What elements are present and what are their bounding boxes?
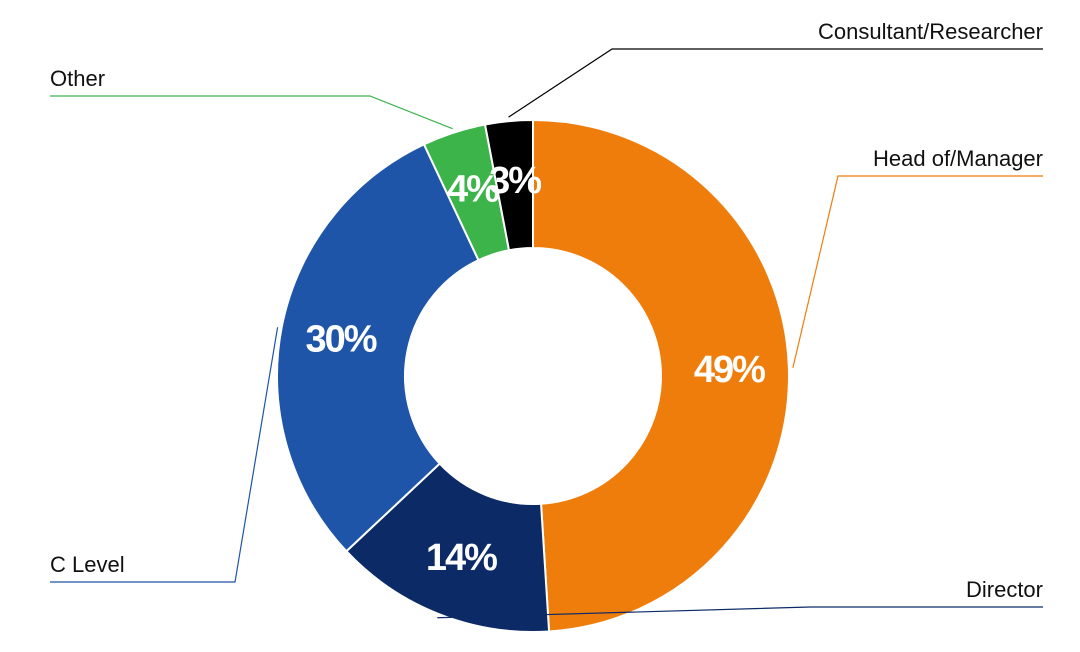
leader-line-director [437,606,1043,619]
leader-line-head-of-manager [792,175,1043,368]
category-label-other: Other [50,66,105,91]
slice-value-label-other: 4% [447,169,499,211]
donut-slices [276,118,790,633]
category-label-consultant-researcher: Consultant/Researcher [818,19,1043,44]
leader-line-c-level [50,327,279,583]
slice-value-label-c-level: 30% [305,318,376,360]
slice-consultant-researcher [483,118,534,252]
slice-director [344,462,551,633]
callout-leaders [50,48,1043,619]
slice-head-of-manager [532,118,790,633]
slice-value-label-director: 14% [426,537,497,579]
category-label-director: Director [966,577,1043,602]
category-label-c-level: C Level [50,552,125,577]
leader-line-consultant-researcher [508,48,1043,118]
slice-c-level [276,143,480,553]
leader-line-other [50,95,453,130]
slice-value-label-consultant-researcher: 3% [489,160,541,202]
slice-value-labels: 49% 14% 30% 4%3% [305,160,767,579]
category-label-head-of-manager: Head of/Manager [873,146,1043,171]
callout-labels: Head of/Manager Director C Level Other Consu… [50,19,1043,602]
slice-value-label-head-of-manager: 49% [694,349,765,391]
